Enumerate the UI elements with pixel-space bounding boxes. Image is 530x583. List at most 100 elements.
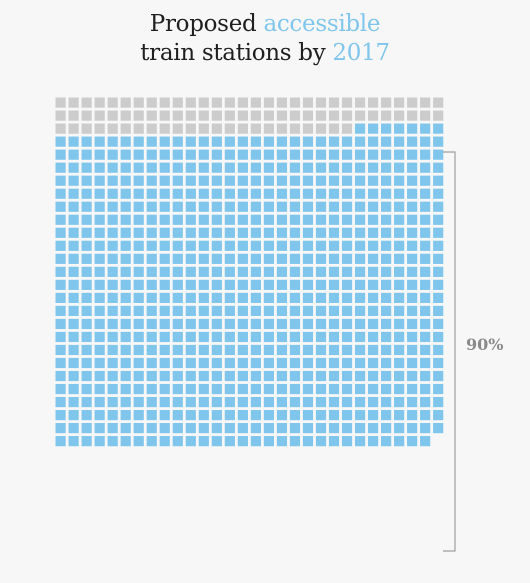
accessible-station-square (224, 240, 235, 251)
accessible-station-square (68, 423, 79, 434)
accessible-station-square (315, 436, 327, 447)
accessible-station-square (394, 292, 405, 303)
accessible-station-square (407, 279, 418, 290)
accessible-station-square (198, 201, 209, 212)
inaccessible-station-square (120, 97, 131, 108)
accessible-station-square (107, 396, 118, 408)
accessible-station-square (276, 396, 288, 408)
accessible-station-square (107, 344, 118, 356)
accessible-station-square (146, 318, 157, 330)
inaccessible-station-square (237, 110, 248, 121)
accessible-station-square (263, 214, 275, 225)
accessible-station-square (94, 292, 105, 303)
accessible-station-square (381, 188, 392, 199)
accessible-station-square (250, 136, 261, 147)
accessible-station-square (94, 436, 105, 447)
accessible-station-square (289, 162, 301, 173)
accessible-station-square (289, 227, 301, 238)
accessible-station-square (146, 409, 157, 421)
accessible-station-square (381, 305, 392, 317)
accessible-station-square (289, 201, 301, 212)
accessible-station-square (159, 266, 170, 277)
accessible-station-square (198, 305, 209, 317)
accessible-station-square (302, 292, 314, 303)
accessible-station-square (433, 136, 444, 147)
accessible-station-square (354, 136, 366, 147)
accessible-station-square (341, 279, 353, 290)
accessible-station-square (407, 318, 418, 330)
accessible-station-square (237, 396, 248, 408)
accessible-station-square (68, 383, 79, 395)
accessible-station-square (81, 136, 92, 147)
accessible-station-square (381, 423, 392, 434)
accessible-station-square (354, 370, 366, 382)
accessible-station-square (237, 136, 248, 147)
accessible-station-square (172, 253, 183, 264)
title-line-2: train stations by 2017 (140, 40, 390, 66)
accessible-station-square (315, 214, 327, 225)
accessible-station-square (407, 396, 418, 408)
accessible-station-square (94, 318, 105, 330)
accessible-station-square (420, 279, 431, 290)
accessible-station-square (315, 188, 327, 199)
accessible-station-square (289, 357, 301, 369)
accessible-station-square (289, 370, 301, 382)
accessible-station-square (407, 423, 418, 434)
accessible-station-square (250, 436, 261, 447)
accessible-station-square (328, 136, 340, 147)
accessible-station-square (289, 253, 301, 264)
accessible-station-square (172, 383, 183, 395)
accessible-station-square (237, 423, 248, 434)
accessible-station-square (394, 436, 405, 447)
inaccessible-station-square (328, 110, 340, 121)
accessible-station-square (81, 423, 92, 434)
accessible-station-square (159, 240, 170, 251)
accessible-station-square (146, 162, 157, 173)
accessible-station-square (302, 383, 314, 395)
accessible-station-square (159, 344, 170, 356)
accessible-station-square (55, 136, 66, 147)
inaccessible-station-square (354, 110, 366, 121)
inaccessible-station-square (211, 97, 222, 108)
accessible-station-square (302, 423, 314, 434)
accessible-station-square (146, 266, 157, 277)
accessible-station-square (367, 331, 379, 343)
accessible-station-square (211, 383, 222, 395)
accessible-station-square (55, 383, 66, 395)
accessible-station-square (68, 305, 79, 317)
accessible-station-square (407, 227, 418, 238)
accessible-station-square (94, 149, 105, 160)
accessible-station-square (120, 423, 131, 434)
accessible-station-square (420, 318, 431, 330)
accessible-station-square (328, 292, 340, 303)
accessible-station-square (198, 149, 209, 160)
accessible-station-square (276, 383, 288, 395)
accessible-station-square (328, 214, 340, 225)
inaccessible-station-square (420, 110, 431, 121)
accessible-station-square (185, 370, 196, 382)
accessible-station-square (94, 357, 105, 369)
accessible-station-square (289, 423, 301, 434)
accessible-station-square (133, 305, 144, 317)
accessible-station-square (328, 409, 340, 421)
accessible-station-square (224, 214, 235, 225)
accessible-station-square (420, 227, 431, 238)
accessible-station-square (55, 423, 66, 434)
accessible-station-square (68, 370, 79, 382)
accessible-station-square (120, 188, 131, 199)
accessible-station-square (420, 149, 431, 160)
accessible-station-square (146, 344, 157, 356)
accessible-station-square (237, 292, 248, 303)
accessible-station-square (354, 188, 366, 199)
accessible-station-square (172, 370, 183, 382)
inaccessible-station-square (55, 110, 66, 121)
accessible-station-square (120, 318, 131, 330)
accessible-station-square (328, 396, 340, 408)
inaccessible-station-square (68, 123, 79, 134)
accessible-station-square (276, 188, 288, 199)
title-highlight-year: 2017 (332, 40, 390, 66)
accessible-station-square (289, 436, 301, 447)
inaccessible-station-square (94, 123, 105, 134)
accessible-station-square (211, 357, 222, 369)
accessible-station-square (276, 357, 288, 369)
